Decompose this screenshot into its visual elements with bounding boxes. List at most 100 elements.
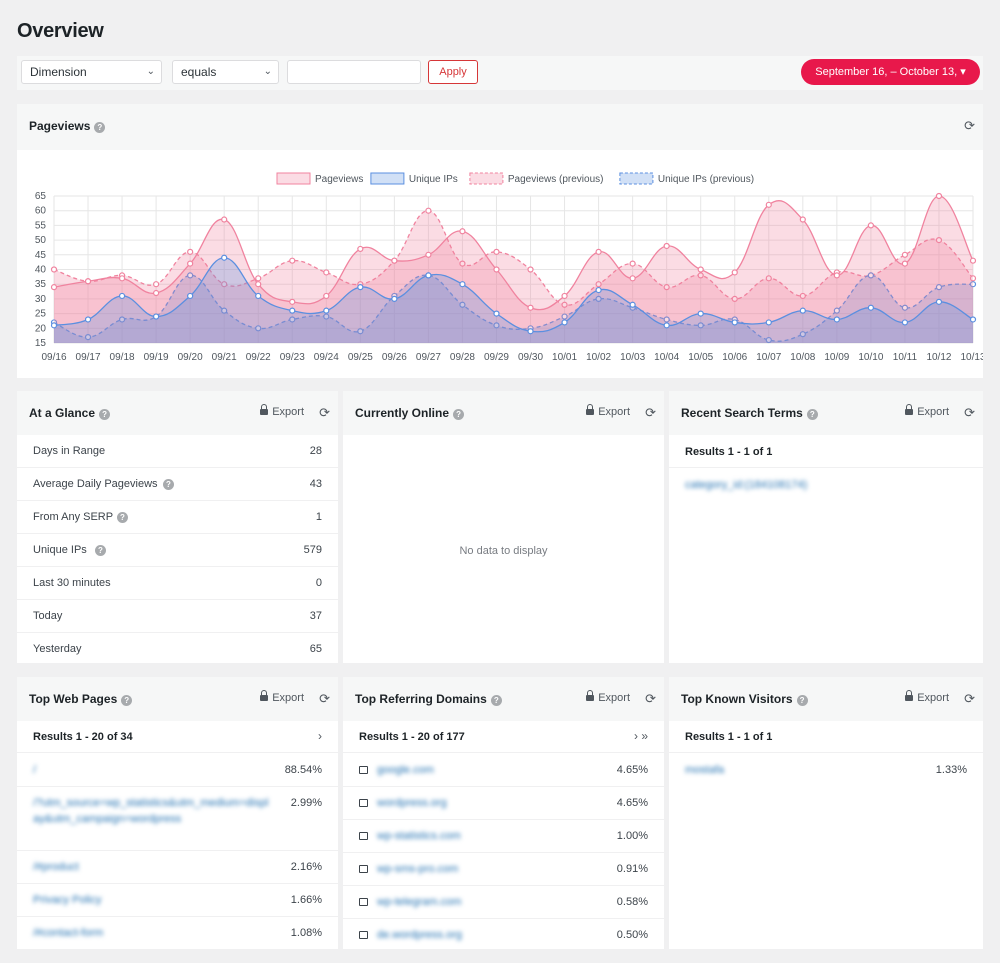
apply-button[interactable]: Apply [428,60,478,84]
data-point [765,336,772,344]
help-icon[interactable]: ? [99,409,111,420]
x-tick-label: 09/28 [450,352,475,363]
visitors-card-header: Top Known Visitors? Export ⟳ [669,677,983,721]
data-point [187,272,194,279]
data-point [221,254,228,261]
help-icon[interactable]: ? [806,409,818,420]
data-point [118,275,126,282]
filter-value-input[interactable] [287,60,421,84]
search-terms-card-header: Recent Search Terms? Export ⟳ [669,391,983,435]
refresh-icon[interactable]: ⟳ [964,691,975,706]
data-point [867,222,874,229]
stat-row: Last 30 minutes 0 [17,567,338,600]
help-icon[interactable]: ? [121,695,133,706]
y-tick-label: 45 [35,250,47,261]
x-tick-label: 10/10 [858,352,883,363]
search-terms-title: Recent Search Terms? [681,406,818,420]
x-tick-label: 09/27 [416,352,441,363]
data-point [255,281,262,288]
page-link[interactable]: /#contact-form [33,927,104,939]
data-point [84,334,92,341]
data-point [84,278,92,285]
web-pages-card-header: Top Web Pages? Export ⟳ [17,677,338,721]
x-tick-label: 09/26 [382,352,407,363]
help-icon[interactable]: ? [95,545,106,556]
help-icon[interactable]: ? [94,122,106,133]
export-button[interactable]: Export [586,404,630,418]
page-title: Overview [17,20,104,42]
x-tick-label: 10/05 [688,352,713,363]
table-row: / 88.54% [17,754,338,787]
domain-link[interactable]: wp-sms-pro.com [377,863,459,875]
dimension-select[interactable]: Dimension ⌄ [21,60,162,84]
page-link[interactable]: Privacy Policy [33,894,102,906]
list-item[interactable]: category_id:(184108174) [669,469,983,502]
refresh-icon[interactable]: ⟳ [645,405,656,420]
glance-card: At a Glance? Export ⟳ Days in Range 28 Ave… [17,391,338,663]
pageviews-card-header: Pageviews? ⟳ [17,104,983,150]
refresh-icon[interactable]: ⟳ [319,405,330,420]
data-point [357,245,364,253]
data-point [323,313,330,320]
data-point [765,201,772,208]
data-point [697,272,704,279]
data-point [629,301,636,308]
visitor-link[interactable]: mostafa [685,764,725,776]
table-row: wp-sms-pro.com 0.91% [343,853,664,886]
export-button[interactable]: Export [586,690,630,704]
export-button[interactable]: Export [905,404,949,418]
operator-select-value: equals [181,65,217,79]
refresh-icon[interactable]: ⟳ [319,691,330,706]
page-link[interactable]: /#product [33,861,79,873]
export-button[interactable]: Export [260,690,304,704]
help-icon[interactable]: ? [163,479,174,490]
data-point [289,316,296,323]
y-tick-label: 30 [35,294,47,305]
data-point [153,289,160,297]
domain-link[interactable]: de.wordpress.org [377,929,462,941]
data-point [187,248,194,255]
export-button[interactable]: Export [905,690,949,704]
data-point [663,242,670,250]
x-tick-label: 10/07 [756,352,781,363]
help-icon[interactable]: ? [117,512,128,523]
help-icon[interactable]: ? [453,409,465,420]
domain-share: 4.65% [616,797,648,809]
data-point [731,319,738,326]
domain-link[interactable]: wordpress.org [377,797,447,809]
domain-link[interactable]: google.com [377,764,434,776]
stat-row: Yesterday 65 [17,633,338,666]
refresh-icon[interactable]: ⟳ [964,405,975,420]
data-point [697,310,704,317]
data-point [323,292,330,300]
refresh-icon[interactable]: ⟳ [964,118,975,133]
pagination-buttons[interactable]: › » [633,729,648,743]
domain-link[interactable]: wp-statistics.com [377,830,461,842]
data-point [833,272,840,279]
help-icon[interactable]: ? [796,695,808,706]
page-share: 1.66% [290,894,322,906]
data-point [118,292,126,300]
help-icon[interactable]: ? [490,695,502,706]
next-page-button[interactable]: › [318,729,322,743]
data-point [765,275,772,282]
online-title: Currently Online? [355,406,465,420]
refresh-icon[interactable]: ⟳ [645,691,656,706]
page-link[interactable]: /?utm_source=wp_statistics&utm_medium=di… [33,797,269,825]
data-point [595,248,602,255]
date-range-button[interactable]: September 16, – October 13, ▾ [801,59,980,85]
online-card: Currently Online? Export ⟳ No data to di… [343,391,664,663]
stat-row: Days in Range 28 [17,435,338,468]
data-point [969,281,977,288]
data-point [867,304,874,311]
stat-label: Last 30 minutes [33,577,111,589]
data-point [561,292,568,300]
domain-link[interactable]: wp-telegram.com [377,896,462,908]
search-term-link[interactable]: category_id:(184108174) [685,479,808,491]
page-link[interactable]: / [33,764,37,776]
stat-value: 1 [315,511,322,523]
series-line [53,257,974,333]
export-button[interactable]: Export [260,404,304,418]
operator-select[interactable]: equals ⌄ [172,60,279,84]
data-point [935,284,943,291]
